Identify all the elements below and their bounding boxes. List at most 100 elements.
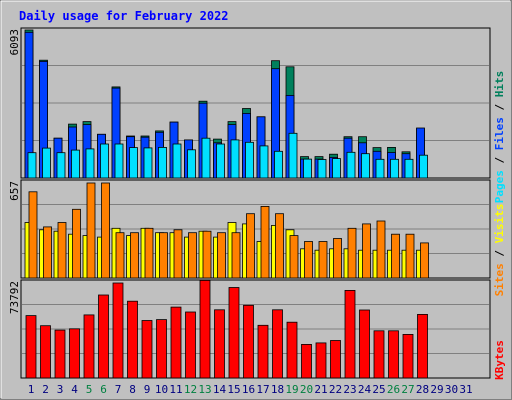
day-label: 4 bbox=[71, 383, 78, 396]
bar-pages bbox=[230, 139, 240, 179]
bar-sites bbox=[217, 232, 226, 279]
legend-sites: Sites bbox=[493, 263, 506, 296]
legend-visits: Visits bbox=[493, 204, 506, 244]
bar-kbytes bbox=[344, 289, 356, 379]
bar-kbytes bbox=[83, 314, 95, 379]
x-axis-day-labels: 1 2 3 4 5 6 7 8 9 10 11 12 13 14 15 16 17 18 19 20 21 22 23 24 2… bbox=[28, 383, 473, 396]
day-label: 30 bbox=[445, 383, 458, 396]
day-label: 26 bbox=[387, 383, 400, 396]
ymax-label-hits: 6093 bbox=[8, 29, 21, 56]
bar-sites bbox=[86, 182, 96, 279]
day-label: 13 bbox=[198, 383, 211, 396]
bar-kbytes bbox=[214, 309, 225, 379]
day-label: 1 bbox=[28, 383, 35, 396]
bar-pages bbox=[404, 158, 414, 179]
bar-pages bbox=[201, 137, 211, 179]
bar-pages bbox=[71, 149, 80, 179]
bar-kbytes bbox=[112, 282, 124, 379]
bar-sites bbox=[72, 208, 81, 279]
day-label: 5 bbox=[86, 383, 93, 396]
day-label: 24 bbox=[358, 383, 372, 396]
day-label: 21 bbox=[314, 383, 327, 396]
bar-sites bbox=[159, 232, 168, 279]
legend-pages: Pages bbox=[493, 170, 506, 203]
bar-sites bbox=[231, 232, 241, 279]
bar-pages bbox=[85, 148, 95, 179]
bar-kbytes bbox=[243, 304, 254, 379]
bar-pages bbox=[288, 132, 298, 179]
bars bbox=[24, 29, 429, 379]
bar-sites bbox=[130, 232, 139, 279]
bar-sites bbox=[188, 232, 197, 279]
bar-pages bbox=[390, 158, 399, 179]
bar-kbytes bbox=[315, 342, 327, 379]
bar-sites bbox=[333, 238, 342, 279]
bar-kbytes bbox=[54, 329, 66, 379]
ymax-label-kbytes: 73792 bbox=[8, 281, 21, 314]
day-label: 9 bbox=[144, 383, 151, 396]
day-label: 23 bbox=[343, 383, 356, 396]
day-label: 3 bbox=[57, 383, 64, 396]
bar-pages bbox=[114, 143, 124, 179]
day-label: 25 bbox=[372, 383, 385, 396]
bar-kbytes bbox=[69, 328, 80, 379]
day-label: 6 bbox=[100, 383, 107, 396]
bar-sites bbox=[420, 242, 429, 279]
bar-pages bbox=[317, 159, 327, 179]
bar-kbytes bbox=[330, 340, 341, 379]
bar-kbytes bbox=[199, 279, 211, 379]
bar-kbytes bbox=[373, 330, 385, 379]
day-label: 17 bbox=[256, 383, 269, 396]
bar-kbytes bbox=[228, 287, 240, 379]
day-label: 29 bbox=[430, 383, 443, 396]
bar-sites bbox=[275, 213, 284, 279]
bar-sites bbox=[289, 235, 299, 279]
bar-pages bbox=[42, 147, 51, 179]
bar-pages bbox=[27, 152, 37, 179]
day-label: 8 bbox=[129, 383, 136, 396]
day-label: 11 bbox=[169, 383, 182, 396]
bar-sites bbox=[202, 230, 212, 279]
bar-sites bbox=[101, 182, 110, 279]
bar-sites bbox=[362, 223, 371, 279]
bar-pages bbox=[100, 143, 109, 179]
bar-pages bbox=[187, 149, 196, 179]
day-label: 19 bbox=[285, 383, 298, 396]
bar-sites bbox=[57, 222, 67, 279]
bar-pages bbox=[259, 145, 269, 179]
bar-kbytes bbox=[301, 343, 312, 379]
bar-sites bbox=[43, 226, 52, 279]
bar-kbytes bbox=[156, 319, 167, 379]
bar-pages bbox=[346, 151, 356, 179]
day-label: 12 bbox=[184, 383, 197, 396]
bar-pages bbox=[129, 147, 138, 179]
bar-sites bbox=[318, 241, 328, 279]
legend-kbytes: KBytes bbox=[493, 340, 506, 380]
bar-kbytes bbox=[25, 315, 37, 379]
bar-kbytes bbox=[417, 313, 428, 379]
day-label: 7 bbox=[115, 383, 122, 396]
bar-pages bbox=[361, 153, 370, 179]
legend-hits: Hits bbox=[493, 71, 506, 98]
day-label: 15 bbox=[227, 383, 240, 396]
bar-sites bbox=[28, 191, 38, 279]
legend-files: Files bbox=[493, 117, 506, 150]
bar-pages bbox=[245, 141, 254, 179]
bar-pages bbox=[216, 143, 225, 179]
legend-hits-files-pages: Pages / Files / Hits bbox=[493, 71, 506, 204]
bar-kbytes bbox=[40, 325, 51, 379]
bar-kbytes bbox=[98, 294, 109, 379]
chart-title: Daily usage for February 2022 bbox=[19, 9, 229, 23]
bar-kbytes bbox=[170, 306, 182, 379]
day-label: 10 bbox=[155, 383, 168, 396]
bar-pages bbox=[143, 147, 153, 179]
day-label: 22 bbox=[329, 383, 342, 396]
day-label: 18 bbox=[271, 383, 284, 396]
bar-sites bbox=[347, 227, 357, 279]
bar-kbytes bbox=[185, 311, 196, 379]
day-label: 2 bbox=[42, 383, 49, 396]
bar-kbytes bbox=[257, 324, 269, 379]
bar-sites bbox=[405, 233, 415, 279]
ymax-label-visits: 657 bbox=[8, 181, 21, 201]
bar-pages bbox=[274, 150, 283, 179]
